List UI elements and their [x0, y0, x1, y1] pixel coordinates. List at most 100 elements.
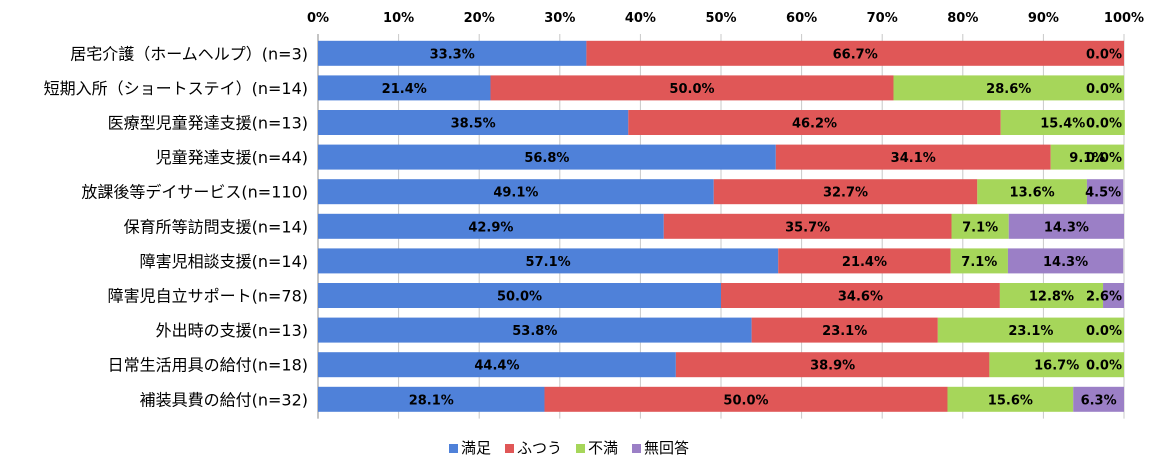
data-label: 15.6% [988, 393, 1033, 408]
bar-segment [318, 213, 664, 239]
x-tick-label: 100% [1104, 11, 1144, 26]
data-label: 53.8% [512, 324, 557, 339]
bar-segment [950, 248, 1008, 274]
data-label: 50.0% [497, 290, 542, 305]
bar-segment [775, 144, 1051, 170]
bar-segment [1073, 386, 1124, 412]
x-tick-label: 0% [307, 11, 329, 26]
bar-segment [951, 213, 1009, 239]
data-label: 28.1% [409, 393, 454, 408]
bar-segment [999, 283, 1104, 308]
bar-segment [713, 179, 978, 205]
bar-segment [778, 248, 951, 274]
data-label: 34.6% [838, 290, 883, 305]
bar-segment [586, 40, 1124, 66]
category-label: 居宅介護（ホームヘルプ）(n=3) [70, 44, 308, 63]
bar-segment [1050, 144, 1124, 170]
data-label: 15.4% [1040, 117, 1085, 132]
bar-segment [1008, 213, 1124, 239]
data-label: 0.0% [1086, 324, 1122, 339]
data-label: 6.3% [1081, 393, 1117, 408]
data-label: 34.1% [891, 151, 936, 166]
data-label: 2.6% [1086, 290, 1122, 305]
data-label: 21.4% [842, 255, 887, 270]
bar-segment [318, 317, 752, 343]
category-label: 障害児相談支援(n=14) [140, 252, 308, 271]
category-label: 保育所等訪問支援(n=14) [124, 217, 308, 236]
data-label: 66.7% [833, 47, 878, 62]
category-label: 短期入所（ショートステイ）(n=14) [44, 79, 308, 98]
category-label: 医療型児童発達支援(n=13) [108, 114, 308, 133]
bar-segment [318, 283, 721, 308]
x-tick-label: 10% [383, 11, 414, 26]
data-label: 33.3% [430, 47, 475, 62]
bar-segment [751, 317, 938, 343]
bar-segment [977, 179, 1087, 205]
data-label: 42.9% [468, 220, 513, 235]
bar-segment [1007, 248, 1124, 274]
legend-swatch [632, 444, 641, 453]
category-label: 児童発達支援(n=44) [156, 148, 308, 167]
legend: 満足 ふつう 不満 無回答 [449, 439, 689, 457]
x-tick-label: 60% [786, 11, 817, 26]
bar-segment [318, 144, 776, 170]
data-label: 32.7% [823, 186, 868, 201]
x-axis-ticks: 0% 10% 20% 30% 40% 50% 60% 70% 80% 90% 100% [307, 11, 1144, 26]
bars [318, 40, 1125, 412]
bar-segment [318, 386, 545, 412]
data-label: 57.1% [526, 255, 571, 270]
bar-segment [490, 75, 894, 101]
data-label: 0.0% [1086, 359, 1122, 374]
bar-segment [1000, 110, 1125, 135]
bar-segment [1086, 179, 1124, 205]
legend-label: 満足 [461, 439, 491, 457]
data-label: 14.3% [1044, 220, 1089, 235]
data-label: 23.1% [822, 324, 867, 339]
data-label: 50.0% [669, 82, 714, 97]
category-label: 補装具費の給付(n=32) [140, 390, 308, 409]
category-label: 放課後等デイサービス(n=110) [81, 183, 308, 202]
bar-segment [663, 213, 952, 239]
data-label: 14.3% [1043, 255, 1088, 270]
bar-segment [675, 352, 990, 378]
data-label: 44.4% [474, 359, 519, 374]
legend-label: ふつう [517, 439, 562, 457]
bar-segment [318, 75, 491, 101]
data-label: 49.1% [493, 186, 538, 201]
category-label: 障害児自立サポート(n=78) [108, 287, 308, 306]
data-label: 50.0% [723, 393, 768, 408]
data-label: 9.1% [1069, 151, 1105, 166]
data-label: 56.8% [524, 151, 569, 166]
bar-segment [318, 110, 629, 135]
x-tick-label: 50% [705, 11, 736, 26]
data-label: 38.9% [810, 359, 855, 374]
legend-label: 無回答 [644, 439, 689, 457]
data-label: 0.0% [1086, 117, 1122, 132]
legend-swatch [449, 444, 458, 453]
bar-segment [947, 386, 1074, 412]
bar-segment [318, 248, 779, 274]
data-label: 0.0% [1086, 151, 1122, 166]
data-label: 7.1% [961, 255, 997, 270]
x-tick-label: 20% [464, 11, 495, 26]
data-label: 21.4% [382, 82, 427, 97]
x-tick-label: 80% [947, 11, 978, 26]
legend-swatch [505, 444, 514, 453]
bar-segment [989, 352, 1124, 378]
legend-swatch [576, 444, 585, 453]
bar-segment [1103, 283, 1124, 308]
data-label: 38.5% [451, 117, 496, 132]
data-label: 7.1% [962, 220, 998, 235]
category-label: 外出時の支援(n=13) [156, 321, 308, 340]
data-label: 16.7% [1034, 359, 1079, 374]
x-tick-label: 40% [625, 11, 656, 26]
bar-segment [318, 352, 676, 378]
bar-segment [318, 179, 714, 205]
data-label: 35.7% [785, 220, 830, 235]
data-label: 0.0% [1086, 47, 1122, 62]
bar-segment [628, 110, 1001, 135]
x-tick-label: 70% [867, 11, 898, 26]
x-tick-label: 30% [544, 11, 575, 26]
bar-segment [544, 386, 948, 412]
